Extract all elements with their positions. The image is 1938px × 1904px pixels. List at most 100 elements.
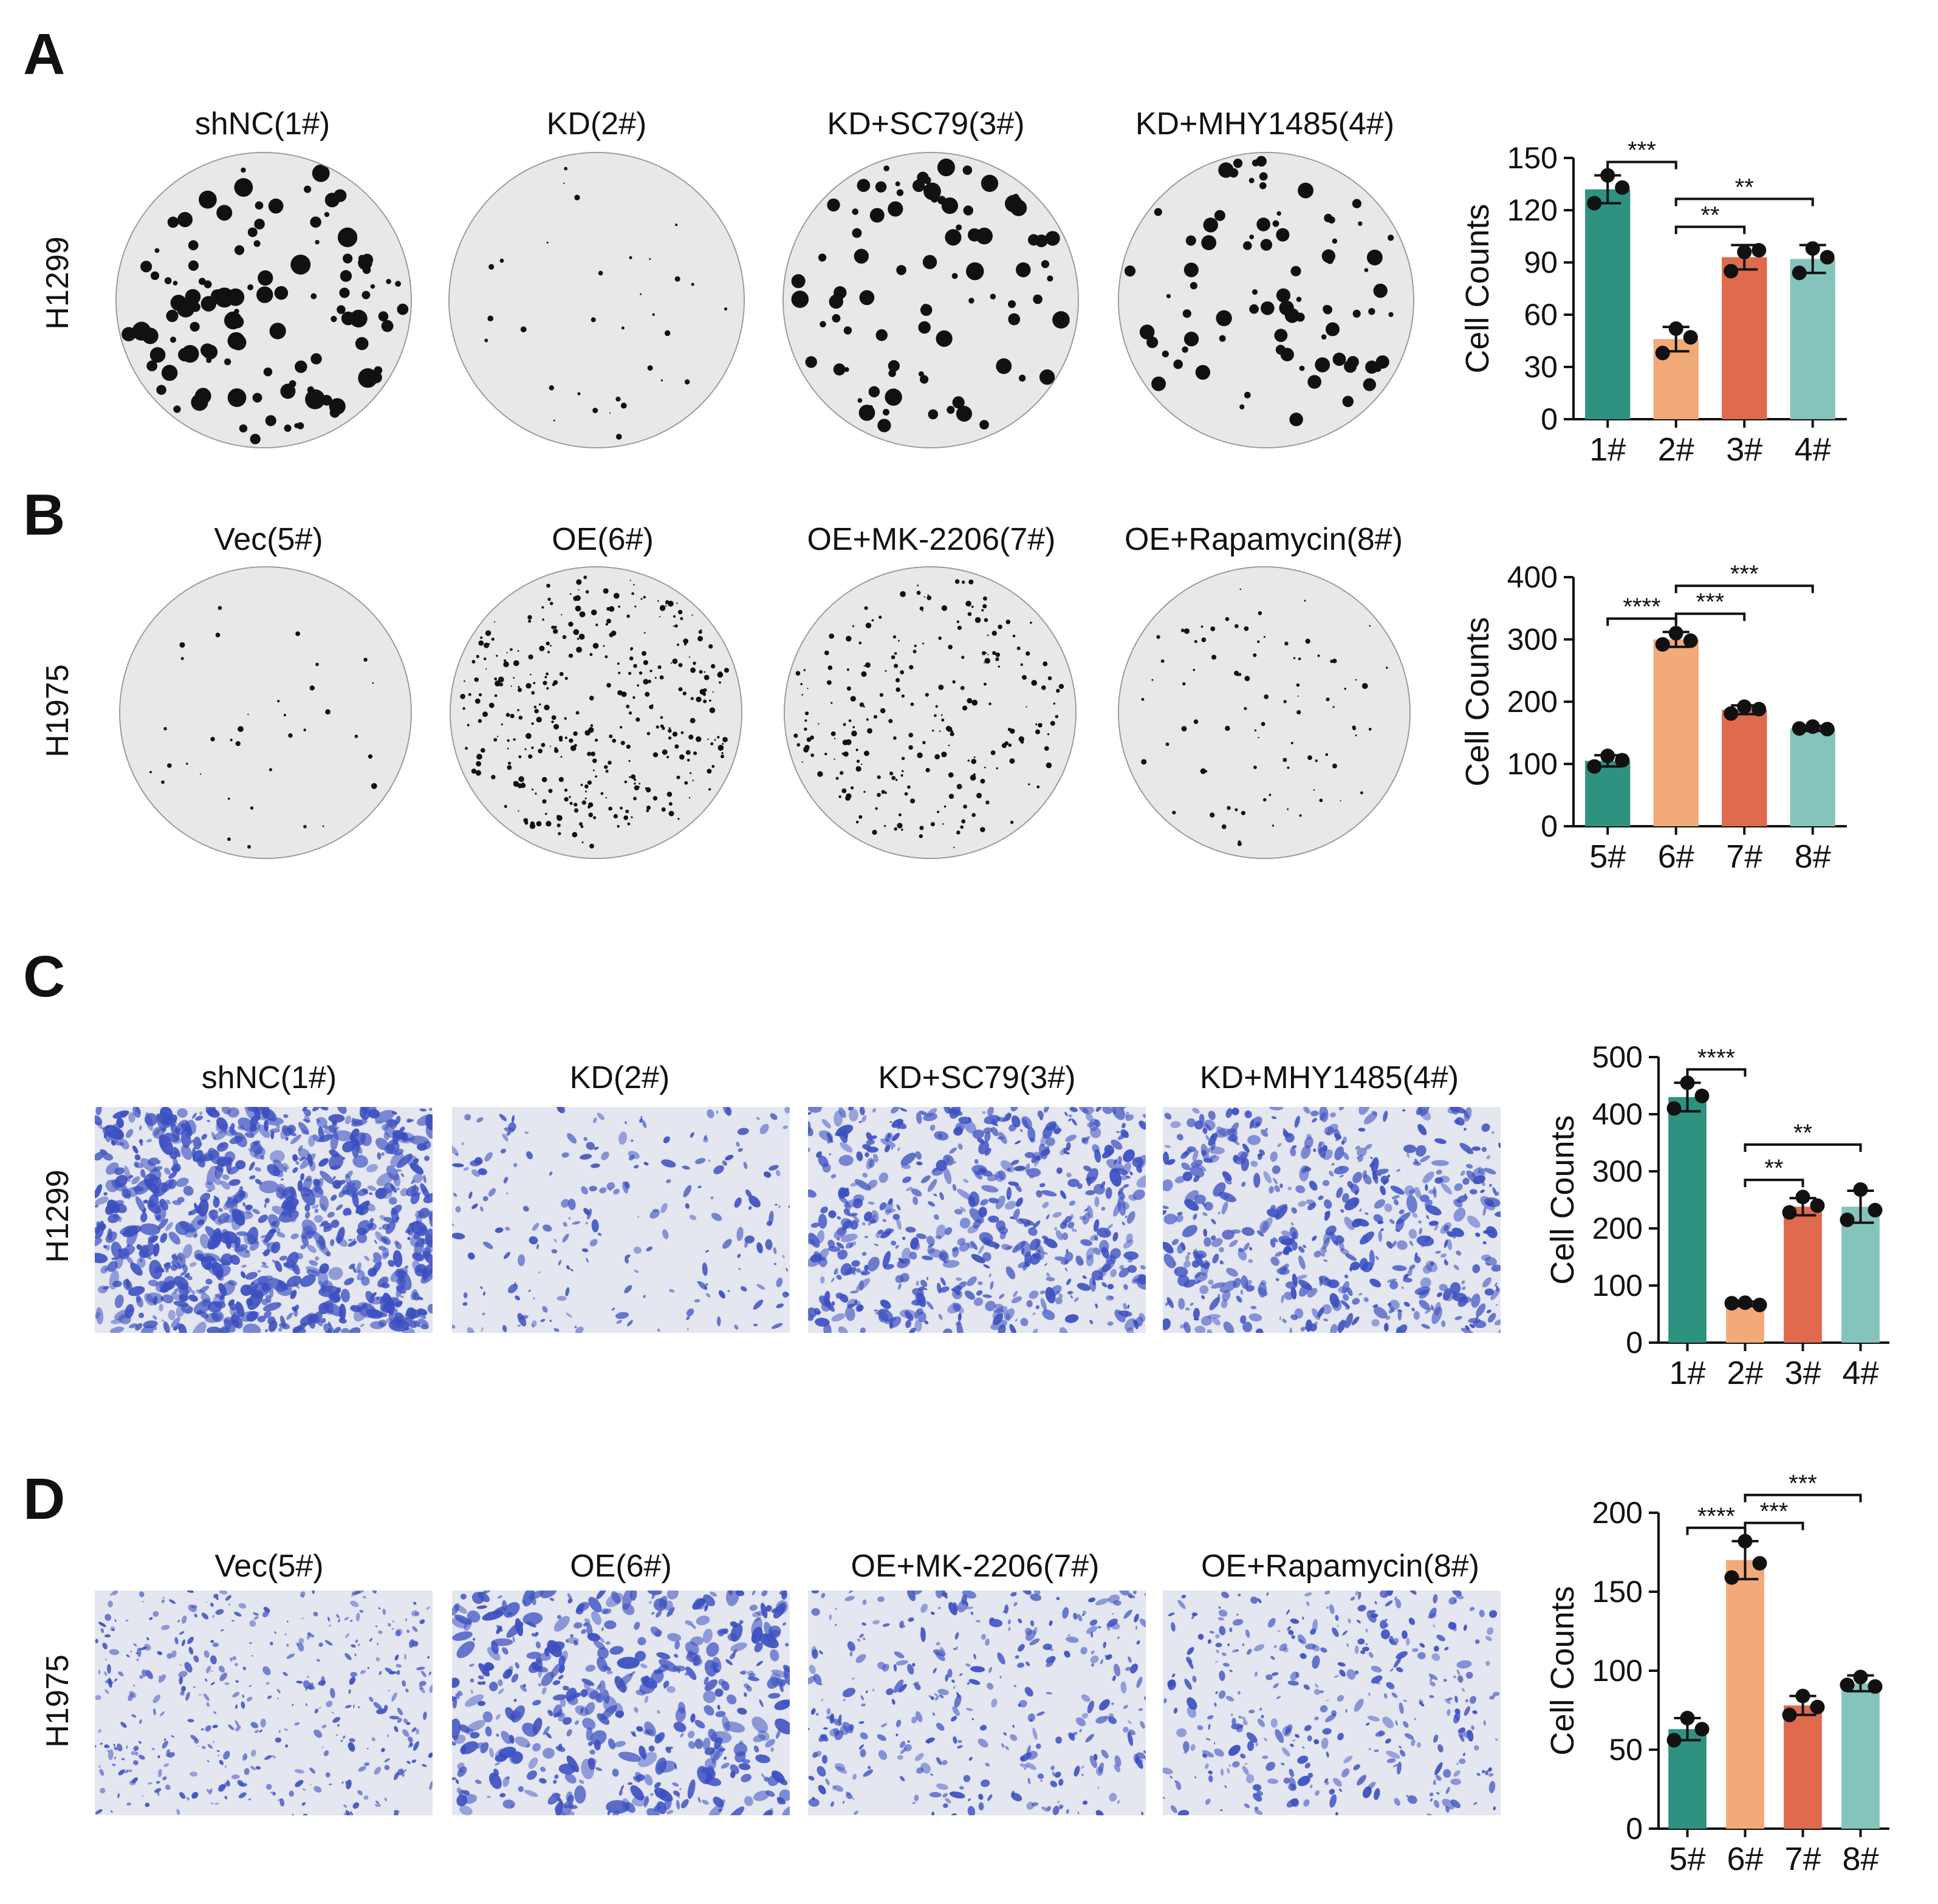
- panel-letter-c: C: [23, 944, 66, 1009]
- data-point: [1820, 722, 1835, 737]
- data-point: [1587, 196, 1602, 211]
- significance-label: **: [1764, 1155, 1783, 1182]
- bar: [1784, 1705, 1822, 1829]
- x-tick-label: 1#: [1589, 431, 1626, 468]
- significance-label: ***: [1789, 1470, 1817, 1497]
- data-point: [1752, 1297, 1767, 1312]
- data-point: [1782, 1707, 1797, 1722]
- column-label-b4: OE+Rapamycin(8#): [1124, 522, 1403, 557]
- panel-letter-a: A: [23, 22, 66, 87]
- data-point: [1680, 1075, 1695, 1091]
- data-point: [1868, 1202, 1883, 1217]
- data-point: [1738, 1533, 1753, 1549]
- x-tick-label: 1#: [1669, 1355, 1705, 1391]
- y-tick-label: 30: [1524, 350, 1558, 384]
- data-point: [1737, 699, 1752, 714]
- transwell-image-d3: [808, 1591, 1146, 1815]
- y-tick-label: 150: [1592, 1575, 1643, 1609]
- column-label-a2: KD(2#): [546, 106, 647, 142]
- data-point: [1751, 242, 1767, 258]
- x-tick-label: 4#: [1795, 431, 1831, 468]
- column-label-c2: KD(2#): [569, 1060, 670, 1095]
- significance-bracket: [1606, 617, 1677, 626]
- data-point: [1792, 265, 1807, 281]
- y-tick-label: 200: [1592, 1496, 1643, 1530]
- row-label-b: H1975: [40, 664, 75, 758]
- data-point: [1600, 748, 1615, 764]
- y-tick-label: 400: [1592, 1097, 1643, 1131]
- x-tick-label: 7#: [1726, 838, 1762, 875]
- column-label-b2: OE(6#): [552, 522, 654, 557]
- y-tick-label: 120: [1507, 193, 1558, 227]
- colony-dish-b3: [785, 567, 1075, 858]
- data-point: [1587, 759, 1602, 774]
- x-tick-label: 2#: [1727, 1355, 1763, 1391]
- significance-bracket: [1744, 1179, 1804, 1188]
- y-tick-label: 0: [1541, 402, 1558, 436]
- y-tick-label: 150: [1507, 141, 1558, 175]
- y-axis-label: Cell Counts: [1459, 204, 1496, 373]
- panel-letter-b: B: [23, 482, 66, 547]
- column-label-a4: KD+MHY1485(4#): [1135, 106, 1395, 142]
- bar: [1585, 189, 1631, 419]
- bar: [1790, 259, 1835, 419]
- column-label-a1: shNC(1#): [194, 106, 330, 142]
- significance-bracket: [1686, 1068, 1747, 1077]
- significance-label: ****: [1623, 594, 1660, 620]
- colony-dish-b4: [1119, 567, 1409, 858]
- data-point: [1795, 1190, 1810, 1205]
- significance-bracket: [1744, 1143, 1862, 1152]
- y-axis-label: Cell Counts: [1544, 1586, 1581, 1755]
- bar: [1841, 1683, 1880, 1829]
- y-tick-label: 100: [1507, 747, 1558, 781]
- y-tick-label: 500: [1592, 1040, 1643, 1074]
- data-point: [1805, 719, 1820, 734]
- transwell-image-d1: [95, 1591, 433, 1815]
- data-point: [1810, 1699, 1825, 1714]
- y-tick-label: 400: [1507, 560, 1558, 594]
- data-point: [1666, 1733, 1682, 1748]
- data-point: [1752, 1556, 1767, 1571]
- data-point: [1810, 1198, 1825, 1213]
- data-point: [1840, 1677, 1855, 1693]
- significance-label: ***: [1760, 1498, 1789, 1525]
- column-label-b1: Vec(5#): [214, 522, 323, 557]
- y-tick-label: 200: [1507, 685, 1558, 719]
- data-point: [1868, 1679, 1883, 1694]
- significance-label: ****: [1697, 1044, 1735, 1071]
- bar: [1668, 1097, 1707, 1343]
- data-point: [1805, 241, 1820, 256]
- colony-dish-a4: [1119, 153, 1413, 447]
- bar: [1726, 1560, 1764, 1829]
- data-point: [1751, 702, 1767, 717]
- significance-bracket: [1606, 160, 1677, 170]
- significance-bracket: [1674, 197, 1814, 207]
- significance-bracket: [1744, 1521, 1804, 1530]
- data-point: [1668, 626, 1683, 641]
- column-label-d1: Vec(5#): [214, 1549, 324, 1584]
- significance-bracket: [1674, 225, 1746, 235]
- colony-dish-a2: [450, 153, 744, 447]
- x-tick-label: 3#: [1726, 431, 1762, 468]
- column-label-b3: OE+MK-2206(7#): [807, 522, 1056, 557]
- y-tick-label: 0: [1626, 1812, 1643, 1846]
- x-tick-label: 7#: [1784, 1841, 1821, 1877]
- row-label-a: H1299: [40, 236, 75, 330]
- significance-label: ***: [1730, 561, 1759, 587]
- significance-label: **: [1735, 174, 1754, 200]
- y-tick-label: 300: [1507, 623, 1558, 657]
- x-tick-label: 2#: [1658, 431, 1694, 468]
- data-point: [1853, 1669, 1868, 1685]
- x-tick-label: 8#: [1795, 838, 1831, 875]
- data-point: [1680, 1711, 1695, 1725]
- significance-label: **: [1700, 202, 1719, 228]
- transwell-image-d4: [1163, 1591, 1501, 1815]
- column-label-d4: OE+Rapamycin(8#): [1200, 1549, 1480, 1584]
- y-axis-label: Cell Counts: [1459, 617, 1496, 786]
- data-point: [1615, 180, 1630, 195]
- transwell-image-c3: [808, 1107, 1146, 1333]
- data-point: [1666, 1101, 1682, 1116]
